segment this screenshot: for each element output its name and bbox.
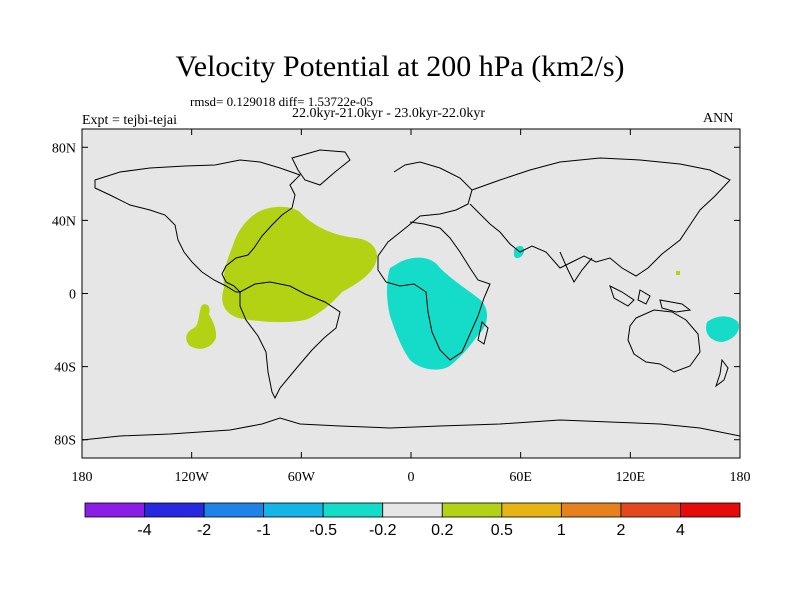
colorbar-swatch (501, 502, 562, 518)
coast-madagascar (477, 321, 489, 345)
experiment-label: Expt = tejbi-tejai (82, 113, 177, 128)
colorbar-label: -2 (197, 522, 211, 539)
lon-tick-label: 60E (509, 470, 532, 485)
colorbar-label: 1 (557, 522, 566, 539)
coast-south-america (239, 281, 341, 400)
colorbar-swatch (382, 502, 443, 518)
colorbar-swatch (620, 502, 681, 518)
anomaly-negative-southwest-pacific (706, 316, 740, 342)
colorbar: -4 -2 -1 -0.5 -0.2 0.2 0.5 1 2 4 (84, 502, 741, 539)
anomaly-negative-africa (387, 257, 487, 370)
lat-tick-label: 0 (69, 288, 76, 303)
lat-tick-label: 40N (52, 214, 76, 229)
colorbar-swatch (560, 502, 622, 518)
colorbar-label: 4 (676, 522, 685, 539)
lat-tick-label: 80N (52, 141, 76, 156)
lon-tick-label: 180 (72, 470, 93, 485)
coast-antarctica (81, 417, 741, 441)
colorbar-label: 0.2 (431, 522, 453, 539)
anomaly-positive-east-pacific (186, 304, 217, 349)
colorbar-swatch (203, 502, 265, 518)
anomaly-regions (186, 206, 740, 370)
colorbar-label: -4 (137, 522, 151, 539)
coast-europe-africa (377, 161, 491, 361)
colorbar-swatch (441, 502, 503, 518)
plot-title: Velocity Potential at 200 hPa (km2/s) (175, 50, 625, 83)
colorbar-label: -0.5 (309, 522, 337, 539)
longitude-axis: 180 120W 60W 0 60E 120E 180 (72, 129, 751, 485)
lon-tick-label: 120E (616, 470, 646, 485)
lon-tick-label: 120W (175, 470, 210, 485)
latitude-axis: 80N 40N 0 40S 80S (52, 141, 740, 449)
lon-tick-label: 60W (288, 470, 316, 485)
period-text: 22.0kyr-21.0kyr - 23.0kyr-22.0kyr (292, 106, 486, 121)
lon-tick-label: 0 (408, 470, 415, 485)
colorbar-swatch (144, 502, 205, 518)
coastlines (81, 149, 741, 441)
coast-australia (627, 309, 701, 373)
lat-tick-label: 80S (54, 434, 76, 449)
colorbar-label: 2 (616, 522, 625, 539)
colorbar-swatch (680, 502, 741, 518)
colorbar-swatch (263, 502, 324, 518)
anomaly-positive-atlantic (222, 206, 378, 323)
stats-text: rmsd= 0.129018 diff= 1.53722e-05 (190, 94, 374, 109)
coast-asia (469, 157, 731, 277)
colorbar-label: -1 (257, 522, 271, 539)
coast-maritime-continent (609, 285, 692, 313)
colorbar-swatch (322, 502, 384, 518)
lon-tick-label: 180 (730, 470, 751, 485)
coast-north-america (94, 159, 301, 293)
lat-tick-label: 40S (54, 361, 76, 376)
coast-india (559, 251, 593, 283)
colorbar-label: 0.5 (491, 522, 513, 539)
anomaly-positive-west-pacific (676, 271, 680, 275)
colorbar-swatch (84, 502, 145, 518)
coast-new-zealand (715, 358, 729, 388)
coast-greenland (291, 149, 351, 186)
season-label: ANN (703, 111, 734, 126)
colorbar-label: -0.2 (369, 522, 397, 539)
